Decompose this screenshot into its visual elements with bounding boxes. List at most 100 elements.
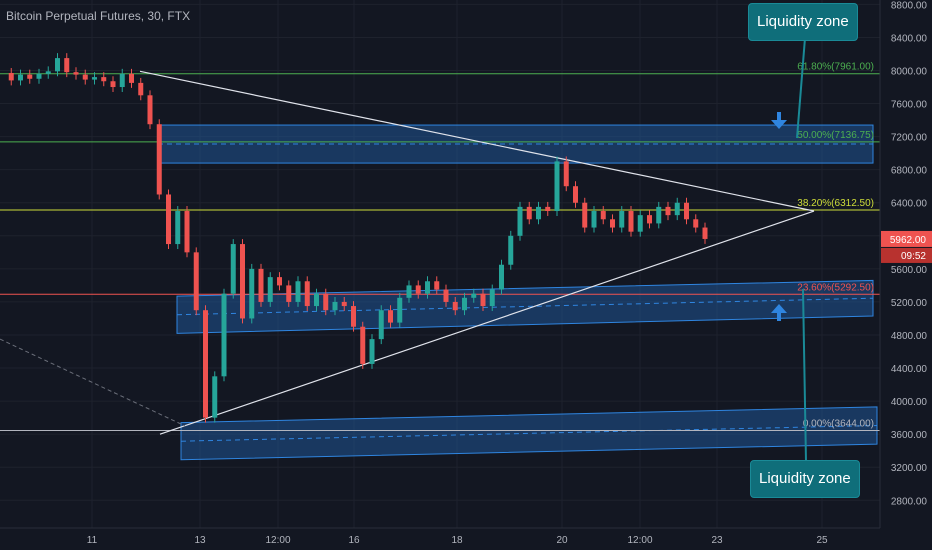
candle-body xyxy=(82,74,88,80)
candle-body xyxy=(184,211,190,253)
candle-body xyxy=(221,293,227,377)
liquidity-zone-callout-top[interactable]: Liquidity zone xyxy=(748,3,858,41)
price-tick-label: 8800.00 xyxy=(891,0,928,11)
price-tick-label: 7200.00 xyxy=(891,133,928,144)
price-tick-label: 7600.00 xyxy=(891,100,928,111)
trendline-dashed xyxy=(0,338,186,427)
candle-body xyxy=(508,235,514,265)
countdown-value: 09:52 xyxy=(901,251,926,262)
candle-body xyxy=(554,161,560,212)
candle-body xyxy=(610,219,615,228)
candle-body xyxy=(425,281,430,294)
countdown-tag xyxy=(881,247,932,263)
candle-body xyxy=(536,206,541,220)
candle-body xyxy=(119,73,125,88)
price-tick-label: 4400.00 xyxy=(891,364,928,375)
liquidity-zone-middle xyxy=(176,279,874,334)
price-tick-label: 4800.00 xyxy=(891,331,928,342)
candle-body xyxy=(656,206,662,224)
candle-body xyxy=(489,289,495,307)
liquidity-zone-callout-bottom[interactable]: Liquidity zone xyxy=(750,460,860,498)
candle-body xyxy=(397,297,403,323)
candle-body xyxy=(73,72,79,75)
trendlines xyxy=(0,70,815,435)
candle-body xyxy=(267,277,273,302)
candle-body xyxy=(582,202,588,228)
candle-body xyxy=(36,73,42,79)
candle-body xyxy=(8,72,14,81)
price-tick-label: 3600.00 xyxy=(891,430,928,441)
price-tick-label: 2800.00 xyxy=(891,496,928,507)
candle-body xyxy=(637,215,643,232)
time-tick-label: 18 xyxy=(451,535,463,546)
candle-body xyxy=(258,268,264,302)
candle-body xyxy=(129,73,134,83)
candle-body xyxy=(323,293,329,311)
time-tick-label: 20 xyxy=(556,535,568,546)
candle-body xyxy=(499,264,504,290)
price-tick-label: 5200.00 xyxy=(891,298,928,309)
candle-body xyxy=(415,285,421,294)
price-axis-bg xyxy=(880,0,932,550)
trendline-lower xyxy=(159,210,815,435)
time-tick-label: 13 xyxy=(194,535,206,546)
candle-body xyxy=(18,74,23,81)
candle-body xyxy=(693,219,699,228)
candle-body xyxy=(212,376,218,418)
candle-body xyxy=(517,206,523,236)
candle-body xyxy=(591,211,597,228)
price-tick-label: 5600.00 xyxy=(891,265,928,276)
time-tick-label: 23 xyxy=(711,535,723,546)
candle-body xyxy=(110,81,116,88)
candle-body xyxy=(462,297,467,311)
fib-levels: 61.80%(7961.00) 50.00%(7136.75) 38.20%(631… xyxy=(0,62,880,432)
zone-midline xyxy=(176,297,874,316)
price-tick-label: 8000.00 xyxy=(891,67,928,78)
candle-body xyxy=(434,281,440,290)
price-tick-label: 4000.00 xyxy=(891,397,928,408)
price-tick-label: 3200.00 xyxy=(891,463,928,474)
last-price-value: 5962.00 xyxy=(890,235,927,246)
candle-body xyxy=(360,326,366,364)
candle-body xyxy=(45,71,51,74)
time-axis: 11 13 12:00 16 18 20 12:00 23 25 xyxy=(0,527,880,546)
candle-body xyxy=(351,306,356,327)
candle-body xyxy=(295,281,301,302)
candle-body xyxy=(452,301,458,311)
price-tick-label: 8400.00 xyxy=(891,33,928,44)
liquidity-zone-lower xyxy=(180,406,878,461)
candle-body xyxy=(600,211,606,220)
candle-body xyxy=(175,211,181,245)
time-tick-label: 12:00 xyxy=(627,535,652,546)
candle-body xyxy=(55,58,60,72)
time-tick-label: 12:00 xyxy=(265,535,290,546)
candle-body xyxy=(647,215,652,224)
arrow-down-icon xyxy=(771,112,787,129)
candle-body xyxy=(304,281,310,307)
candle-body xyxy=(674,202,680,216)
candle-body xyxy=(138,82,144,96)
candle-body xyxy=(341,301,347,307)
chart-title: Bitcoin Perpetual Futures, 30, FTX xyxy=(6,9,191,23)
candle-body xyxy=(388,310,393,323)
candle-body xyxy=(545,206,551,212)
candle-body xyxy=(147,95,153,125)
callout-pointer-bottom xyxy=(802,288,807,463)
candle-body xyxy=(369,339,375,364)
candle-body xyxy=(240,244,245,319)
fib-label: 61.80%(7961.00) xyxy=(797,62,874,73)
time-tick-label: 11 xyxy=(87,535,98,546)
candle-body xyxy=(27,74,33,79)
candle-body xyxy=(480,293,486,307)
time-tick-label: 25 xyxy=(816,535,828,546)
candle-body xyxy=(702,227,708,239)
candle-body xyxy=(156,124,162,195)
candle-body xyxy=(277,277,282,286)
candle-body xyxy=(665,206,671,216)
candle-body xyxy=(166,194,171,245)
fib-label: 0.00%(3644.00) xyxy=(803,419,874,430)
fib-label: 50.00%(7136.75) xyxy=(797,130,874,141)
callout-pointer-top xyxy=(796,37,806,139)
candle-body xyxy=(64,58,70,73)
